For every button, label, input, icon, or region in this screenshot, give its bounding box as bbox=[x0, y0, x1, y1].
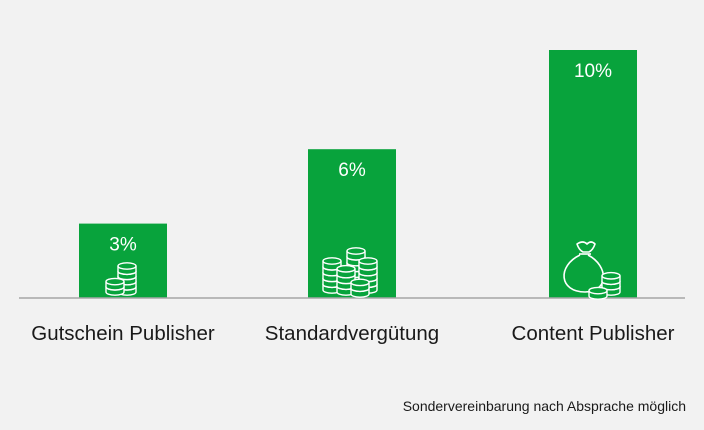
bar-value-label-1: 3% bbox=[109, 235, 137, 256]
money-bag-icon bbox=[563, 241, 621, 300]
footnote: Sondervereinbarung nach Absprache möglic… bbox=[402, 398, 686, 414]
bar-3 bbox=[549, 50, 637, 298]
category-label-3: Content Publisher bbox=[512, 322, 675, 345]
coin-piles-icon bbox=[322, 247, 378, 298]
category-label-1: Gutschein Publisher bbox=[31, 322, 215, 345]
bar-value-label-2: 6% bbox=[338, 160, 366, 181]
coin-stack-icon bbox=[105, 262, 137, 296]
bar-value-label-3: 10% bbox=[574, 61, 612, 82]
category-label-2: Standardvergütung bbox=[265, 322, 439, 345]
